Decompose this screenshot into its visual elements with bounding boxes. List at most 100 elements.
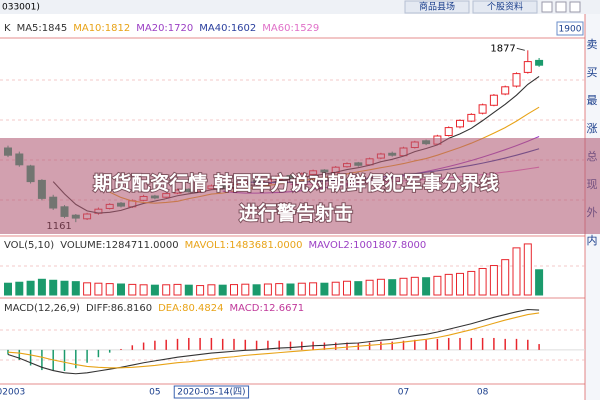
banner — [0, 138, 600, 234]
y-tick-label: 1900 — [559, 25, 582, 35]
sidebar-label: 最 — [587, 94, 598, 107]
volume-bar — [241, 283, 250, 296]
volume-bar — [105, 283, 114, 296]
volume-bar — [422, 277, 431, 296]
legend-label: MA40:1602 — [199, 23, 256, 34]
candle-body — [489, 94, 498, 106]
volume-bar — [297, 282, 306, 296]
candle-body — [456, 119, 464, 128]
legend-label: DEA:80.4824 — [158, 303, 223, 314]
legend-label: VOL(5,10) — [4, 240, 54, 251]
volume-bar — [263, 283, 272, 296]
candle-body — [467, 113, 476, 122]
volume-bar — [489, 265, 498, 296]
button-label[interactable]: 个股资料 — [487, 1, 523, 13]
volume-bar — [512, 247, 521, 296]
annotation-arrow — [516, 47, 525, 51]
volume-bar — [444, 273, 453, 296]
volume-bar — [139, 284, 148, 296]
window-button[interactable] — [555, 1, 567, 13]
legend-label: MA10:1812 — [73, 23, 130, 34]
candle-body — [444, 127, 453, 137]
volume-bar — [433, 275, 442, 296]
volume-bar — [128, 283, 137, 296]
legend-label: MACD(12,26,9) — [4, 303, 80, 314]
volume-bar — [26, 280, 35, 296]
volume-bar — [162, 284, 171, 296]
candle-body — [478, 104, 487, 114]
legend-label: MACD:12.6671 — [229, 303, 304, 314]
volume-bar — [230, 284, 238, 296]
sidebar-label: 内 — [587, 233, 598, 247]
volume-bar — [410, 276, 419, 296]
volume-bar — [501, 259, 510, 296]
volume-bar — [286, 283, 295, 296]
volume-bar — [376, 278, 385, 296]
volume-bar — [218, 284, 227, 296]
volume-bar — [523, 243, 532, 296]
sidebar-label: 卖 — [587, 38, 598, 51]
volume-bar — [252, 284, 261, 296]
button-label[interactable]: 商品县场 — [419, 1, 455, 13]
volume-bar — [150, 284, 159, 296]
volume-bar — [399, 277, 408, 296]
volume-bar — [184, 284, 193, 296]
overlay: 期货配资行情 韩国军方说对朝鲜侵犯军事分界线 进行警告射击 — [0, 138, 600, 234]
volume-bar — [37, 278, 46, 296]
window-button[interactable] — [569, 1, 581, 13]
candle-body — [512, 73, 521, 87]
x-tick-label: 202003 — [0, 388, 25, 398]
sidebar-label: 涨 — [587, 122, 598, 135]
volume-bar — [60, 280, 69, 296]
y-tick-box — [556, 21, 584, 36]
volume-bar — [117, 283, 125, 296]
volume-bar — [388, 279, 397, 296]
macd-line — [7, 312, 540, 369]
legend-label: MAVOL1:1483681.0000 — [185, 240, 303, 251]
volume-bar — [275, 283, 284, 296]
volume-bar — [535, 269, 544, 296]
legend-label: DIFF:86.8160 — [86, 303, 152, 314]
volume-bar — [207, 284, 216, 296]
volume-bar — [49, 279, 58, 296]
button[interactable] — [404, 0, 470, 14]
banner-line: 期货配资行情 韩国军方说对朝鲜侵犯军事分界线 — [93, 172, 499, 195]
x-tick-label: 2020-05-14(四) — [177, 388, 245, 398]
annotation: 1877 — [490, 43, 515, 54]
cursor-date-box — [173, 385, 250, 399]
legend-label: MA60:1529 — [262, 23, 319, 34]
legend-label: MA20:1720 — [136, 23, 193, 34]
volume-bar — [331, 281, 340, 296]
candle-body — [523, 61, 532, 73]
volume-bar — [15, 281, 24, 296]
x-tick-label: 05 — [149, 388, 160, 398]
volume-bar — [456, 272, 464, 296]
x-tick-label: 08 — [477, 388, 489, 398]
code-label: 033001) — [2, 3, 40, 13]
volume-bar — [71, 281, 80, 296]
banner-line: 进行警告射击 — [239, 202, 353, 225]
volume-bar — [354, 281, 363, 296]
window-button[interactable] — [541, 1, 553, 13]
volume-bar — [467, 270, 476, 296]
volume-bar — [83, 282, 92, 296]
legend-label: VOLUME:1284711.0000 — [60, 240, 178, 251]
volume-bar — [196, 285, 205, 296]
volume-bar — [365, 279, 374, 296]
button[interactable] — [472, 0, 538, 14]
volume-bar — [4, 282, 12, 296]
legend-label: MAVOL2:1001807.8000 — [308, 240, 426, 251]
x-tick-label: 07 — [398, 388, 409, 398]
volume-bar — [309, 282, 318, 296]
candle-body — [501, 86, 510, 95]
volume-bar — [94, 282, 103, 296]
legend-label: K — [4, 23, 11, 34]
candle-body — [535, 59, 544, 66]
sidebar-label: 买 — [587, 66, 598, 79]
legend-label: MA5:1845 — [17, 23, 68, 34]
volume-bar — [320, 282, 329, 296]
macd-line — [7, 308, 540, 375]
volume-bar — [343, 280, 351, 296]
volume-bar — [478, 267, 487, 296]
